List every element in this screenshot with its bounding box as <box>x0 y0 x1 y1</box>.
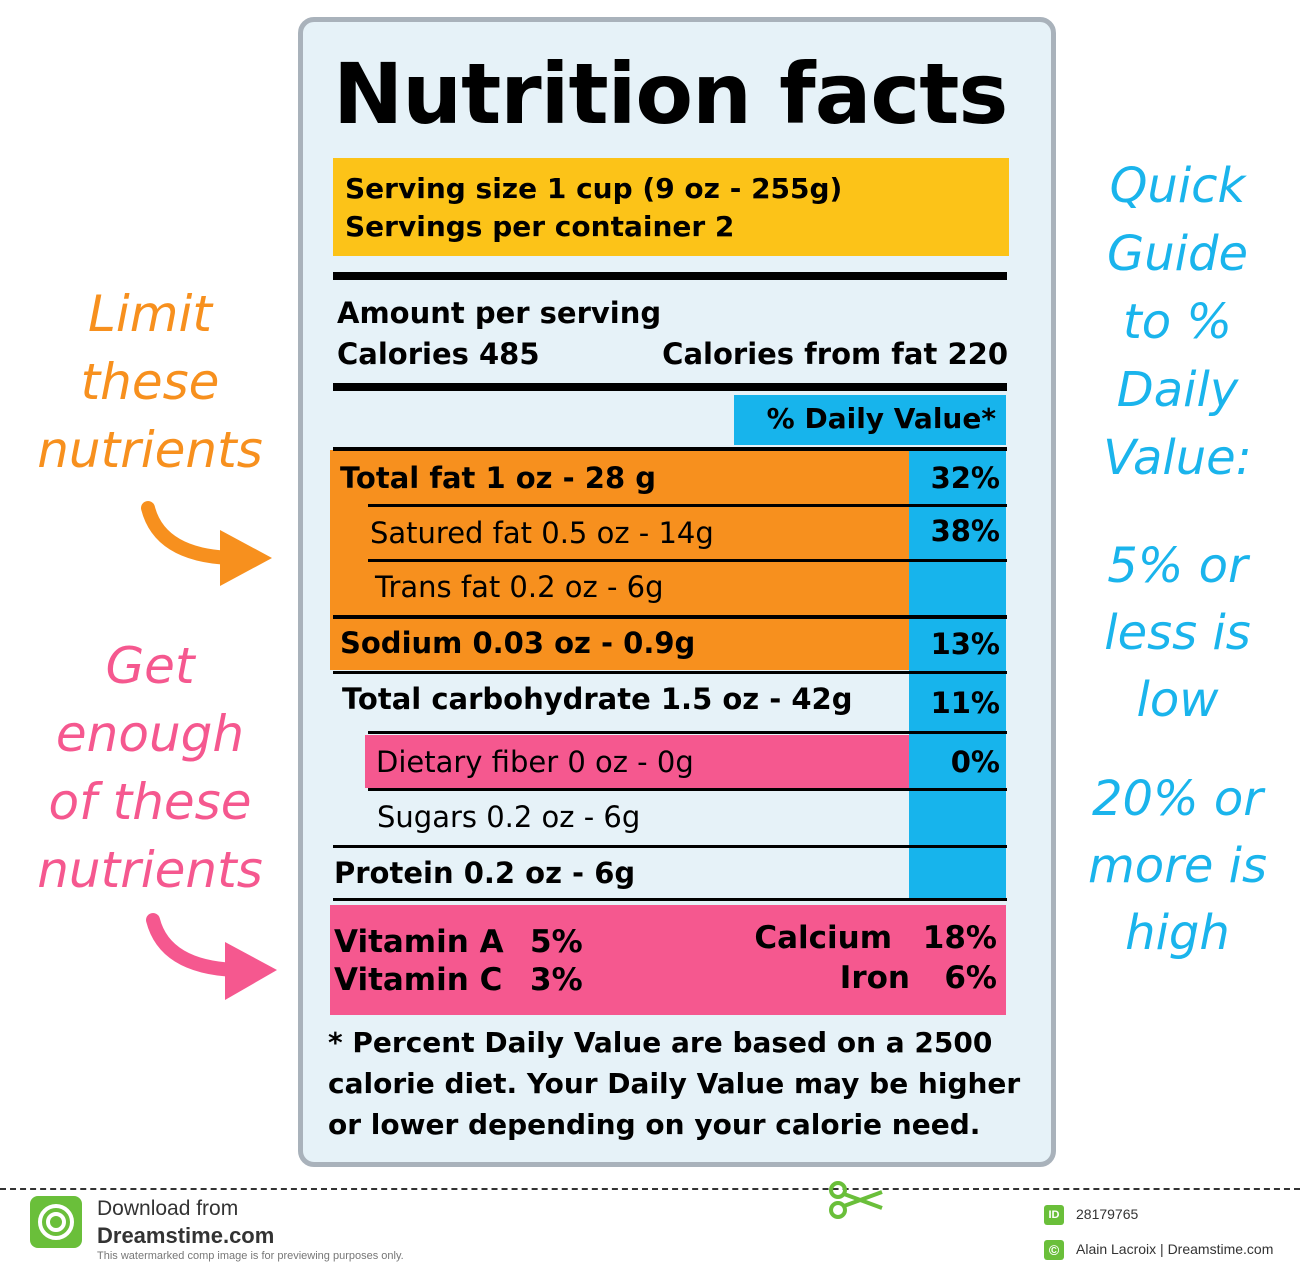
dreamstime-logo-icon <box>30 1196 82 1248</box>
orange-arrow-icon <box>141 501 272 586</box>
limit-line: Limit <box>88 285 212 343</box>
scissors-icon <box>829 1181 883 1219</box>
nutrient-pct: 13% <box>930 627 1000 661</box>
low-guide: 5% or less is low <box>1060 533 1295 734</box>
quick-line: to % <box>1122 294 1233 350</box>
daily-value-column <box>909 448 1006 900</box>
thick-divider <box>333 383 1007 391</box>
nutrient-label: Protein 0.2 oz - 6g <box>334 856 636 890</box>
image-id: 28179765 <box>1076 1206 1139 1222</box>
nutrient-label: Satured fat 0.5 oz - 14g <box>370 516 714 550</box>
nutrient-label: Sugars 0.2 oz - 6g <box>377 800 641 834</box>
get-line: Get <box>105 637 195 695</box>
high-line: more is <box>1088 838 1267 894</box>
high-line: 20% or <box>1091 771 1264 827</box>
footer-disclaimer: This watermarked comp image is for previ… <box>97 1250 404 1262</box>
row-divider <box>368 504 1007 507</box>
row-divider <box>333 615 1007 619</box>
spiral-icon <box>38 1204 74 1240</box>
get-line: nutrients <box>37 841 263 899</box>
row-divider <box>333 447 1007 451</box>
low-line: 5% or <box>1107 538 1248 594</box>
row-divider <box>368 559 1007 562</box>
thick-divider <box>333 272 1007 280</box>
id-badge: ID <box>1044 1205 1064 1225</box>
iron-pct: 6% <box>944 960 997 996</box>
limit-nutrients-block <box>330 450 909 618</box>
nutrient-label: Dietary fiber 0 oz - 0g <box>376 745 694 779</box>
calories-from-fat: Calories from fat 220 <box>662 337 1008 371</box>
row-divider <box>333 898 1007 901</box>
calcium-pct: 18% <box>922 920 997 956</box>
low-line: low <box>1136 672 1219 728</box>
nutrient-pct: 11% <box>930 686 1000 720</box>
nutrient-label: Sodium 0.03 oz - 0.9g <box>340 626 696 660</box>
daily-value-header: % Daily Value* <box>734 395 1006 445</box>
limit-guide: Limit these nutrients <box>10 280 290 484</box>
vitamin-c-label: Vitamin C <box>334 962 503 998</box>
author-credit: Alain Lacroix | Dreamstime.com <box>1076 1241 1274 1257</box>
footnote: * Percent Daily Value are based on a 250… <box>328 1026 1021 1141</box>
vitamins-block <box>330 905 1006 1015</box>
serving-box: Serving size 1 cup (9 oz - 255g) Serving… <box>333 158 1009 256</box>
high-guide: 20% or more is high <box>1060 766 1295 967</box>
limit-line: these <box>80 353 220 411</box>
label-title: Nutrition facts <box>333 45 1008 143</box>
get-line: enough <box>55 705 245 763</box>
fiber-row-bg <box>365 735 909 788</box>
nutrient-pct: 38% <box>930 514 1000 548</box>
row-divider <box>368 788 1007 791</box>
footer-divider <box>0 1188 1300 1190</box>
quick-line: Quick <box>1109 158 1246 214</box>
limit-line: nutrients <box>37 421 263 479</box>
vitamin-a-pct: 5% <box>530 924 583 960</box>
vitamin-a-label: Vitamin A <box>334 924 504 960</box>
row-divider <box>333 671 1007 674</box>
serving-size: Serving size 1 cup (9 oz - 255g) <box>345 172 843 205</box>
get-line: of these <box>48 773 252 831</box>
sodium-row-bg <box>330 618 909 670</box>
nutrient-label: Total carbohydrate 1.5 oz - 42g <box>342 682 853 716</box>
site-name[interactable]: Dreamstime.com <box>97 1223 275 1248</box>
amount-per-serving: Amount per serving <box>337 296 662 330</box>
high-line: high <box>1125 905 1230 961</box>
download-from: Download from <box>97 1197 239 1220</box>
nutrient-pct: 32% <box>930 461 1000 495</box>
servings-per-container: Servings per container 2 <box>345 210 735 243</box>
nutrient-label: Trans fat 0.2 oz - 6g <box>375 570 664 604</box>
quick-line: Daily <box>1116 362 1239 418</box>
row-divider <box>368 731 1007 734</box>
quick-line: Guide <box>1107 226 1248 282</box>
nutrient-pct: 0% <box>950 745 1000 779</box>
pink-arrow-icon <box>146 913 277 1000</box>
iron-label: Iron <box>839 960 910 996</box>
quick-guide: Quick Guide to % Daily Value: <box>1060 152 1295 492</box>
copyright-icon: © <box>1044 1240 1064 1260</box>
nutrient-label: Total fat 1 oz - 28 g <box>340 461 656 495</box>
get-enough-guide: Get enough of these nutrients <box>10 632 290 904</box>
row-divider <box>333 845 1007 848</box>
calcium-label: Calcium <box>754 920 892 956</box>
quick-line: Value: <box>1103 430 1252 486</box>
vitamin-c-pct: 3% <box>530 962 583 998</box>
low-line: less is <box>1104 605 1251 661</box>
calories: Calories 485 <box>337 337 540 371</box>
